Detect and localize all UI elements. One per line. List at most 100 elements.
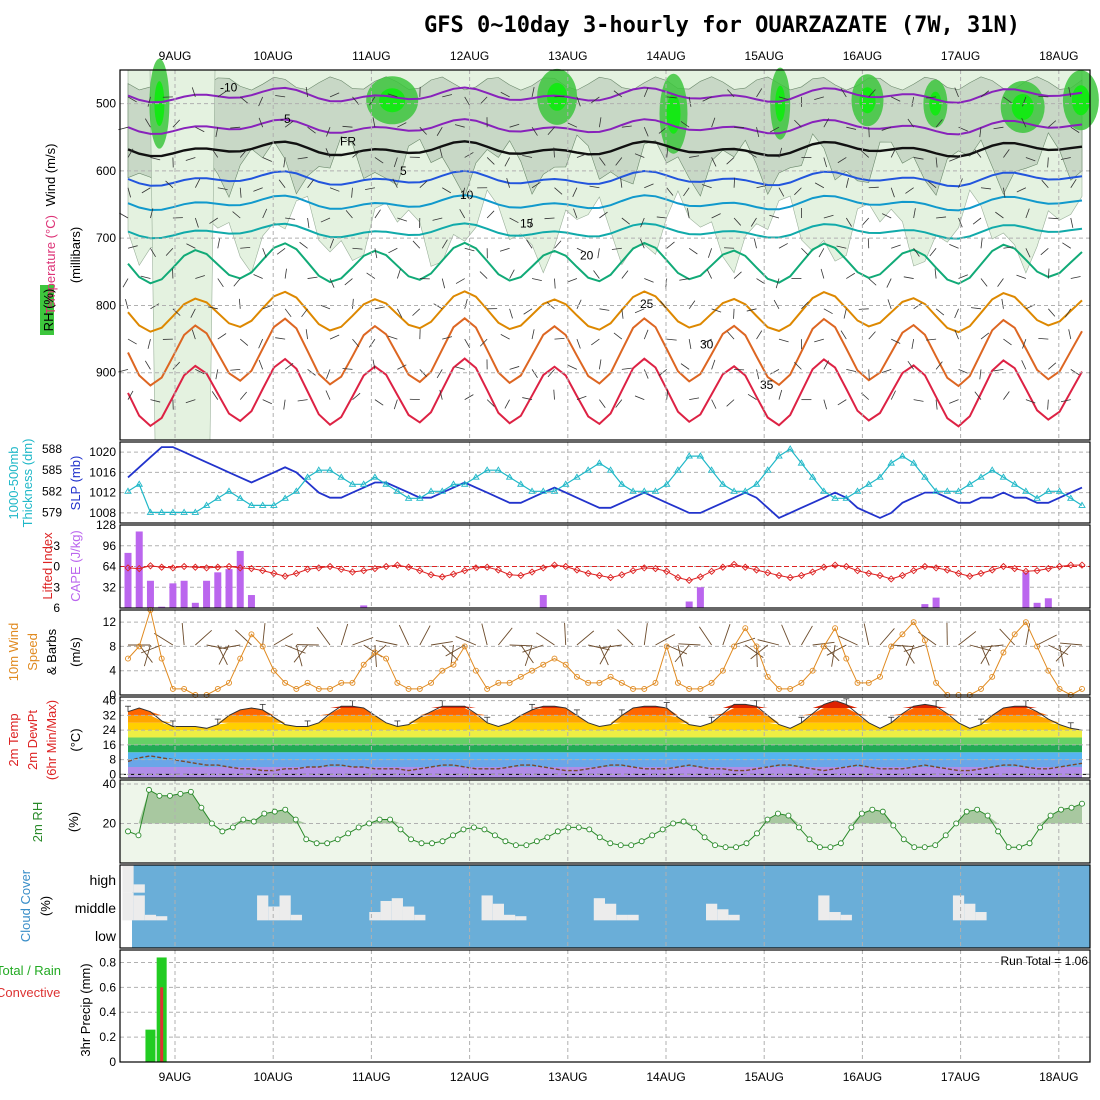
thickness-point [404, 494, 413, 501]
wind-barb [352, 298, 354, 309]
wind-barb [464, 247, 475, 252]
wind-speed-point [495, 679, 502, 686]
wind-barb [1021, 360, 1027, 370]
wind-tick-label: 4 [109, 664, 116, 678]
wind-barb [613, 90, 623, 98]
wind-barb-10m [826, 644, 847, 656]
cape-bar [225, 569, 233, 608]
thickness-point [651, 487, 660, 494]
wind-barb [522, 154, 533, 158]
wind-barb [140, 275, 151, 279]
panel-frame-p4 [119, 609, 1091, 696]
wind-barb-10m [316, 626, 331, 646]
wind-barb [499, 247, 510, 252]
wind-barb [913, 302, 923, 310]
wind-barb [753, 238, 757, 249]
temperature-line [127, 700, 1083, 731]
thickness-point [808, 473, 817, 480]
wind-speed-point [315, 685, 322, 692]
cape-bar [236, 550, 244, 608]
wind-barb [215, 127, 219, 138]
wind-barb [283, 157, 286, 168]
thickness-point [629, 487, 637, 494]
wind-barb [775, 278, 780, 289]
thickness-point [584, 466, 592, 473]
rh2m-point [816, 844, 823, 851]
rh-shading-bright [154, 81, 165, 127]
isotherm--10 [127, 86, 1083, 104]
wind-barb [262, 208, 268, 219]
wind-barb [436, 126, 443, 136]
wind-barb [284, 363, 294, 370]
wind-barb [724, 247, 735, 249]
isotherm-FR [127, 140, 1083, 158]
wind-speed-point [506, 679, 513, 686]
lifted-index-point [696, 573, 705, 581]
rh2m-point [502, 838, 509, 845]
lifted-index-point [494, 566, 503, 574]
wind-barb [194, 178, 201, 188]
rh2m-point [491, 832, 498, 839]
wind-barb [230, 368, 241, 371]
wind-barb [217, 333, 227, 340]
date-label-bottom: 13AUG [548, 1070, 587, 1084]
wind-speed-point [776, 685, 782, 692]
cloud-unit-label: (%) [38, 896, 53, 916]
lifted-index-point [584, 569, 592, 578]
thickness-point [303, 473, 312, 480]
lifted-index-point [842, 562, 850, 571]
rh2m-point [858, 810, 865, 817]
lifted-index-point [831, 561, 839, 569]
wind-speed-point [136, 643, 143, 650]
cape-bar [124, 552, 132, 608]
wind-barb [958, 126, 968, 132]
lifted-index-point [236, 564, 244, 572]
panel-frame-p1 [119, 69, 1091, 441]
wind-speed-line [127, 608, 1083, 696]
panel-frame-p5 [119, 696, 1091, 779]
wind-barb [325, 148, 331, 158]
wind-barb [711, 157, 717, 167]
wind-barb [195, 369, 205, 375]
thickness-point [741, 487, 750, 494]
wind-speed-point [371, 649, 378, 656]
wind-barb [905, 187, 914, 194]
wind-barb [141, 187, 151, 194]
rh2m-point [932, 842, 939, 849]
wind-barb [1041, 179, 1049, 188]
lifted-index-point [752, 566, 761, 574]
wind-barb [972, 217, 982, 225]
lifted-index-point [1044, 564, 1052, 573]
wind-barb [911, 96, 915, 107]
wind-barb [1070, 369, 1080, 376]
wind-barb [801, 301, 809, 310]
wind-barb [150, 303, 160, 310]
lifted-index-point [910, 567, 918, 575]
wind-barb [881, 126, 892, 131]
wind-speed-point [921, 637, 928, 644]
slp-series-line [127, 446, 1083, 519]
wind-barb-10m [678, 643, 701, 646]
wind-barb [702, 184, 712, 189]
thickness-point [460, 480, 469, 487]
wind-speed-point [472, 667, 479, 674]
wind-barb [1048, 217, 1059, 220]
wind-barb [329, 334, 340, 340]
temp-color-band [128, 708, 1082, 716]
wind-barb [620, 177, 623, 188]
thickness-point [853, 487, 862, 494]
wind-barb [230, 126, 241, 129]
thickness-point [685, 452, 693, 459]
wind-barb [172, 308, 181, 316]
wind-barb [554, 240, 562, 249]
wind-barb [320, 304, 331, 310]
wind-barb [679, 278, 690, 281]
wind-barb-10m [520, 644, 534, 664]
lifted-index-point [999, 562, 1008, 571]
wind-barb [935, 361, 943, 370]
date-label-bottom: 16AUG [843, 1070, 882, 1084]
wind-barb-10m [430, 641, 453, 646]
wind-barb [1003, 187, 1006, 198]
wind-speed-point [416, 685, 423, 692]
date-label-top: 14AUG [646, 49, 685, 63]
